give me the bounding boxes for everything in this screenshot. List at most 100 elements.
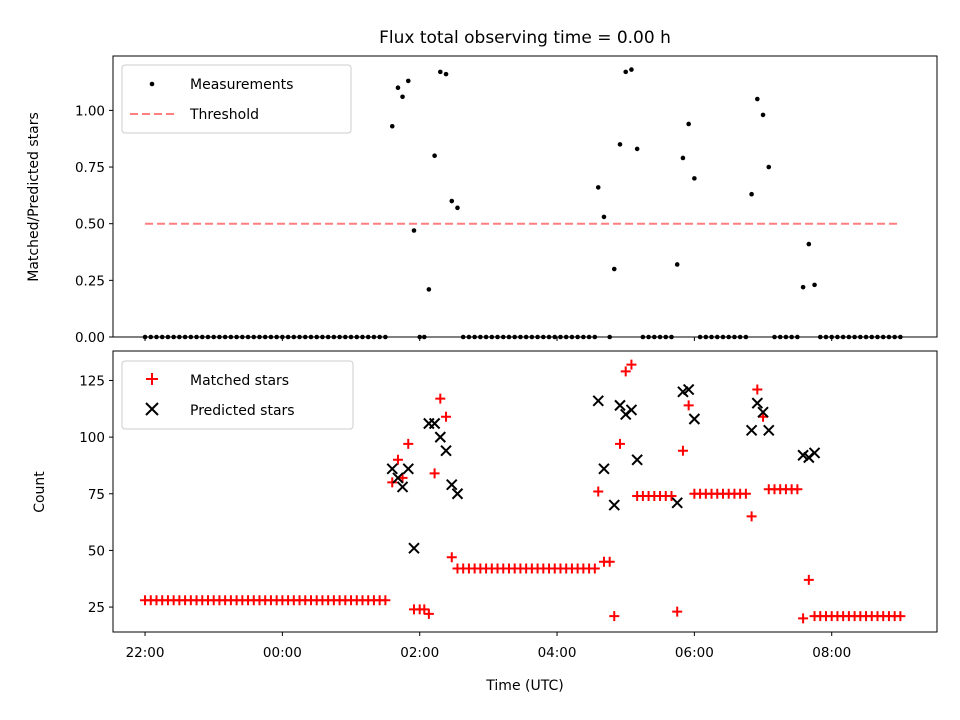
legend-measurements-marker (149, 81, 155, 87)
measurement-point (674, 262, 680, 267)
matched-star-point (403, 438, 414, 449)
x-axis-label: Time (UTC) (485, 678, 563, 694)
matched-star-point (672, 606, 683, 617)
bottom-legend-box (121, 360, 354, 430)
count-panel: Count 25 50 75 100 125 22:00 00:00 02:00 04:00 0… (32, 350, 938, 661)
measurement-point (432, 153, 437, 159)
measurement-point (455, 205, 460, 211)
measurement-point (400, 94, 405, 100)
predicted-star-point (408, 542, 420, 554)
predicted-star-point (386, 463, 398, 475)
ratio-panel: Matched/Predicted stars 0.00 0.25 0.50 0.75… (26, 55, 938, 346)
top-ytick-label: 0.75 (75, 160, 105, 176)
measurement-point (426, 287, 432, 292)
measurement-point (395, 85, 401, 91)
legend-threshold-label: Threshold (189, 107, 259, 123)
bottom-ytick-label: 75 (88, 487, 105, 503)
matched-star-point (593, 486, 604, 497)
measurement-point (692, 176, 697, 181)
predicted-star-point (608, 499, 620, 511)
matched-star-point (620, 366, 631, 377)
top-ytick-label: 0.50 (75, 217, 105, 233)
matched-star-point (666, 491, 677, 502)
measurement-point (617, 142, 623, 147)
matched-star-point (441, 411, 452, 422)
measurement-point (760, 112, 766, 118)
legend-matched-label: Matched stars (190, 373, 289, 389)
predicted-star-point (625, 404, 638, 416)
top-ytick-label: 0.25 (75, 273, 105, 289)
predicted-star-point (808, 447, 821, 459)
chart-title: Flux total observing time = 0.00 h (379, 28, 671, 48)
measurement-point (800, 284, 806, 290)
measurement-point (623, 69, 629, 75)
predicted-star-point (763, 424, 775, 437)
predicted-star-point (402, 463, 414, 475)
xtick-label: 00:00 (263, 645, 302, 661)
predicted-star-point (682, 383, 695, 396)
top-y-axis: 0.00 0.25 0.50 0.75 1.00 (75, 103, 113, 346)
bottom-ytick-label: 125 (79, 373, 105, 389)
measurement-point (634, 146, 640, 152)
top-legend: Measurements Threshold (121, 64, 352, 134)
top-x-axis (144, 337, 833, 341)
matched-star-point (380, 595, 391, 606)
xtick-label: 02:00 (400, 645, 439, 661)
measurement-point (806, 241, 812, 247)
predicted-star-point (757, 406, 769, 418)
xtick-label: 04:00 (538, 645, 577, 661)
bottom-legend: Matched stars Predicted stars (121, 360, 354, 430)
xtick-label: 22:00 (126, 645, 165, 661)
top-legend-box (121, 64, 352, 134)
top-ytick-label: 1.00 (75, 103, 105, 119)
matched-star-point (614, 438, 625, 449)
predicted-star-point (392, 472, 404, 484)
xtick-label: 06:00 (675, 645, 714, 661)
measurement-point (755, 96, 760, 102)
predicted-star-point (592, 395, 604, 407)
bottom-x-axis: 22:00 00:00 02:00 04:00 06:00 08:00 (126, 632, 851, 661)
predicted-star-point (688, 413, 701, 425)
legend-predicted-marker (145, 402, 159, 416)
matched-star-point (740, 488, 751, 499)
predicted-star-point (671, 497, 683, 509)
measurement-point (595, 185, 601, 190)
matched-star-point (446, 552, 457, 563)
bottom-axes-frame (112, 350, 938, 633)
measurement-point (680, 155, 686, 161)
predicted-star-point (428, 417, 441, 430)
predicted-star-point (451, 488, 464, 500)
bottom-ytick-label: 25 (88, 600, 105, 616)
predicted-star-point (446, 478, 458, 491)
matched-star-point (683, 400, 694, 411)
predicted-star-point (396, 481, 409, 493)
matched-star-point (792, 484, 803, 495)
predicted-star-point (434, 431, 447, 443)
predicted-star-point (631, 454, 643, 466)
measurement-point (411, 228, 417, 233)
count-plot-area (140, 359, 906, 624)
measurement-point (405, 78, 411, 84)
legend-measurements-label: Measurements (190, 77, 293, 93)
measurement-point (449, 198, 455, 204)
top-ylabel: Matched/Predicted stars (26, 112, 42, 282)
matched-star-point (423, 608, 434, 619)
matched-star-point (626, 359, 637, 370)
measurement-point (601, 214, 607, 220)
bottom-ytick-label: 100 (79, 430, 105, 446)
measurement-point (629, 67, 634, 72)
matched-star-point (419, 604, 430, 615)
top-ytick-label: 0.00 (75, 330, 105, 346)
bottom-ylabel: Count (32, 471, 48, 513)
predicted-star-point (751, 397, 764, 409)
matched-star-point (435, 393, 446, 404)
measurement-point (611, 266, 617, 272)
legend-matched-marker (146, 373, 158, 385)
measurement-point (766, 164, 772, 170)
matched-star-point (677, 445, 688, 456)
measurement-point (812, 282, 817, 288)
bottom-ytick-label: 50 (88, 543, 105, 559)
matched-star-point (604, 556, 615, 567)
predicted-star-point (598, 463, 610, 475)
